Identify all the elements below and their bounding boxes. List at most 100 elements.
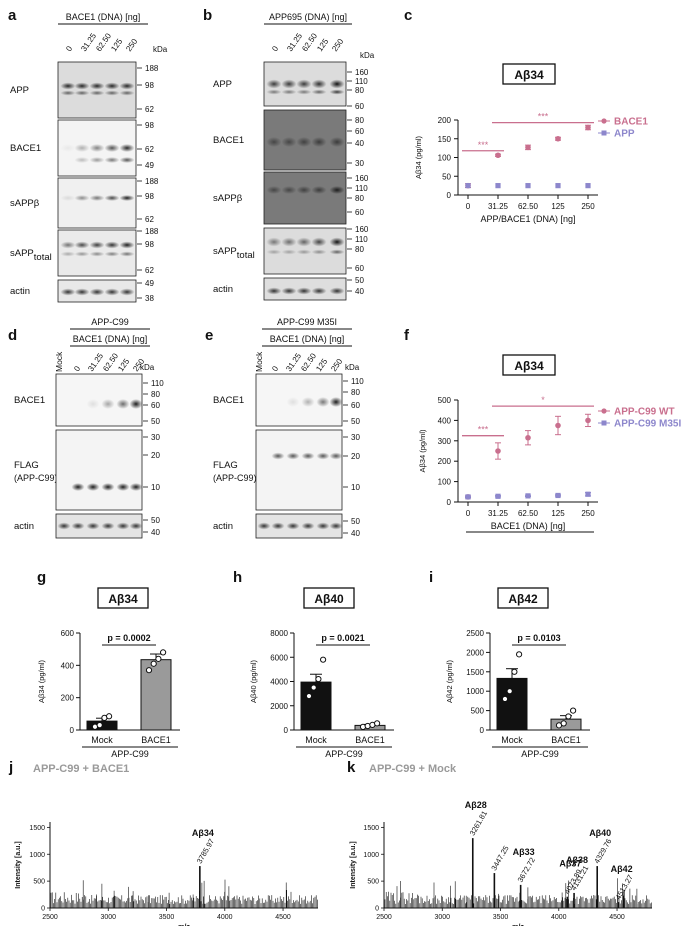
kda-value: 50 [355,276,364,285]
y-tick-label: 100 [438,478,452,487]
band [119,82,135,90]
band [119,251,135,257]
band [281,237,297,247]
blot-label: BACE1 [213,135,244,146]
band [296,137,312,147]
chart-g: g Aβ34 0 200 400 600 Aβ34 (pg/ml) Mock BACE1 APP-… [37,569,180,759]
band [266,287,282,295]
data-point [525,144,531,151]
y-tick-label: 0 [70,726,75,735]
band [266,249,282,255]
data-point [555,183,561,189]
data-point [495,493,501,499]
band [296,237,312,247]
band [329,237,345,247]
band [316,522,330,530]
panel-letter: c [404,7,412,24]
band [266,186,282,194]
kda-value: 110 [355,184,368,193]
y-tick-label: 1000 [363,852,379,859]
y-tick-label: 4000 [270,678,288,687]
y-tick-label: 0 [284,726,289,735]
kda-value: 188 [145,227,159,236]
kda-value: 50 [151,516,160,525]
peak-mz-label: 3261.81 [468,809,489,837]
band [89,90,105,96]
panel-letter: j [8,759,13,776]
band [301,452,315,460]
p-value: p = 0.0002 [107,633,150,643]
x-tick-label: 125 [551,509,565,518]
band [119,195,135,201]
kda-value: 80 [355,194,364,203]
x-tick-label: 125 [551,202,565,211]
p-value: p = 0.0021 [321,633,364,643]
band [89,157,105,163]
kda-value: 40 [151,528,160,537]
data-point [555,492,561,499]
x-tick-label: 4000 [217,914,233,921]
chart-title: Aβ34 [108,592,138,606]
blot-label: BACE1 [213,395,244,406]
blot-header-top: APP-C99 [91,317,129,327]
band [316,452,330,460]
band [129,399,143,409]
dose-label: 125 [109,37,124,54]
kda-value: 50 [351,517,360,526]
band [74,144,90,152]
dose-label: 0 [72,364,82,373]
x-axis-label: m/z [178,924,190,926]
chart-h: h Aβ40 0 2000 4000 6000 8000 Aβ40 (pg/ml) Mock BA… [233,569,394,759]
x-tick-label: 250 [581,509,595,518]
panel-letter: h [233,569,242,586]
peak-name: Aβ42 [611,864,633,874]
chart-title: Aβ40 [314,592,344,606]
peak-mz-label: 3672.72 [516,856,537,884]
band [101,522,115,530]
y-tick-label: 150 [438,135,452,144]
peak-name: Aβ28 [465,800,487,810]
panel-letter: a [8,7,17,24]
band [329,137,345,147]
band [266,237,282,247]
dose-label: 0 [270,44,280,53]
blot-label: BACE1 [10,143,41,154]
band [296,89,312,95]
blot-flag [55,429,143,511]
y-tick-label: 2000 [466,648,484,657]
kda-value: 60 [151,401,160,410]
legend-marker [601,420,607,426]
band [60,82,76,90]
legend-label: APP-C99 M35I [614,419,681,430]
data-point [560,720,567,727]
y-tick-label: 200 [438,457,452,466]
legend-label: APP [614,129,635,140]
data-point [150,660,157,667]
kda-value: 50 [351,417,360,426]
band [296,287,312,295]
band [266,79,282,89]
kda-value: 62 [145,105,154,114]
blot-label: BACE1 [14,395,45,406]
band [281,137,297,147]
blot-label: sAPPtotal [213,246,255,261]
chart-title-box [497,587,549,609]
y-tick-label: 2500 [466,629,484,638]
kda-value: 20 [351,452,360,461]
band [86,522,100,530]
band [57,522,71,530]
data-point [585,124,591,131]
x-tick-label: 4000 [551,914,567,921]
band [86,483,100,491]
band [329,522,343,530]
data-point [155,655,162,662]
band [281,287,297,295]
data-point [305,692,313,700]
band [329,397,343,407]
legend-marker [601,118,607,124]
band [104,144,120,152]
y-tick-label: 600 [61,629,75,638]
chart-title: Aβ34 [514,68,544,82]
group-label: APP-C99 [325,749,363,759]
